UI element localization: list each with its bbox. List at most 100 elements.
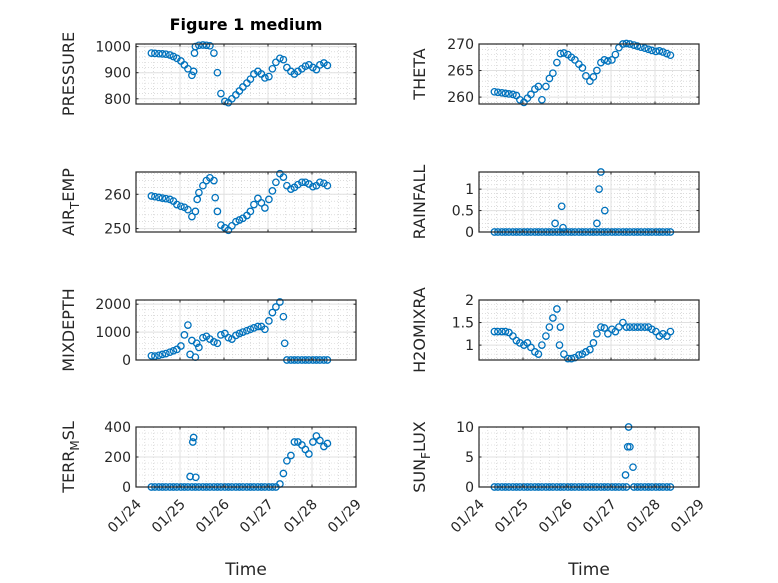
data-point: [250, 200, 258, 209]
label-part: RAINFALL: [410, 165, 429, 240]
data-point: [498, 88, 506, 97]
y-tick-label: 400: [104, 420, 131, 436]
data-point: [147, 49, 156, 57]
subplot-sun_flux: 01/24 01/25 01/26 01/27 01/28 01/29 0 5 10 SUNFLU…: [410, 420, 708, 580]
data-point: [501, 89, 510, 98]
data-point: [648, 46, 656, 55]
data-point: [556, 49, 565, 58]
data-point: [564, 354, 572, 363]
data-point: [553, 305, 561, 313]
data-point: [213, 207, 222, 216]
y-tick-label: 800: [104, 92, 131, 108]
data-point: [589, 73, 598, 81]
y-axis-label: H2OMIXRA: [410, 287, 429, 373]
data-point: [261, 204, 269, 212]
data-point: [235, 329, 244, 338]
y-tick-label: 0: [122, 353, 131, 369]
data-point: [254, 322, 262, 331]
data-point: [545, 323, 554, 331]
data-point: [261, 74, 269, 82]
data-point: [560, 350, 568, 358]
label-part: TERR: [59, 451, 78, 494]
data-point: [250, 324, 258, 332]
label-subscript: F: [419, 452, 433, 459]
axes-box: [135, 171, 357, 233]
data-point: [542, 82, 550, 91]
x-axis-label: Time: [567, 560, 610, 580]
data-point: [217, 331, 225, 339]
y-tick-label: 1000: [95, 325, 131, 341]
data-point: [604, 57, 612, 65]
data-point: [239, 328, 247, 336]
data-point: [276, 298, 284, 306]
data-point: [494, 88, 502, 97]
data-point: [210, 338, 218, 346]
data-point: [279, 312, 288, 321]
axes-box: [135, 43, 357, 105]
data-point: [611, 50, 620, 59]
y-axis-label: THETA: [410, 48, 429, 100]
data-point: [600, 56, 609, 64]
data-point: [276, 54, 284, 63]
data-point: [516, 339, 524, 347]
data-point: [648, 325, 656, 334]
data-point: [213, 68, 222, 77]
data-point: [509, 90, 517, 99]
data-point: [626, 442, 634, 451]
data-point: [246, 75, 255, 84]
y-tick-label: 1000: [95, 40, 131, 56]
data-point: [193, 195, 202, 204]
label-part: EMP: [59, 168, 78, 202]
data-point: [279, 173, 288, 181]
label-part: AIR: [59, 209, 78, 236]
data-point: [575, 351, 583, 359]
figure-title: Figure 1 medium: [170, 15, 323, 34]
data-point: [228, 94, 236, 103]
data-point: [589, 339, 598, 347]
data-point: [202, 41, 211, 50]
data-point: [261, 325, 269, 334]
data-point: [191, 207, 200, 216]
data-point: [151, 49, 159, 58]
data-point: [268, 308, 277, 317]
data-point: [272, 303, 280, 311]
data-point: [637, 323, 645, 331]
x-axis-label: Time: [224, 560, 267, 580]
data-point: [305, 450, 313, 458]
y-axis-label: MIXDEPTH: [59, 288, 78, 371]
y-tick-label: 0.5: [452, 204, 474, 220]
y-tick-label: 2: [465, 293, 474, 309]
y-axis-label: PRESSURE: [59, 32, 78, 116]
data-point: [560, 49, 568, 57]
data-point: [280, 339, 289, 348]
data-point: [199, 181, 207, 190]
data-point: [272, 58, 280, 67]
data-point: [298, 178, 306, 187]
data-point: [556, 323, 565, 331]
data-point: [623, 442, 632, 451]
data-point: [184, 321, 192, 329]
data-point: [272, 178, 280, 187]
data-point: [309, 438, 317, 446]
data-point: [217, 89, 225, 98]
data-point: [210, 176, 218, 185]
data-point: [549, 314, 557, 322]
y-axis-label: TERRMSL: [59, 421, 82, 494]
data-point: [622, 323, 631, 331]
y-tick-label: 270: [447, 37, 474, 53]
label-part: MIXDEPTH: [59, 288, 78, 371]
data-point: [604, 329, 612, 338]
data-point: [571, 56, 579, 64]
x-tick-label: 01/29: [668, 497, 708, 537]
subplot-h2omixra: 1 1.5 2 H2OMIXRA: [410, 287, 700, 373]
x-tick-label: 01/27: [580, 497, 620, 537]
data-point: [180, 331, 189, 339]
y-tick-label: 0: [122, 480, 131, 496]
data-point: [243, 326, 251, 335]
data-point: [641, 44, 649, 53]
data-point: [268, 64, 277, 73]
label-subscript: M: [68, 440, 82, 450]
y-tick-label: 900: [104, 66, 131, 82]
